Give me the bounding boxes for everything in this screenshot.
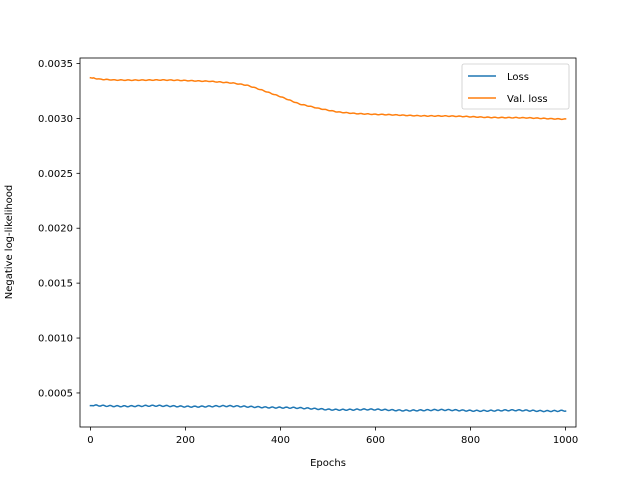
legend-label-loss: Loss xyxy=(507,72,529,83)
y-axis: 0.0005 0.0010 0.0015 0.0020 0.0025 0.0030 0.00… xyxy=(38,59,80,399)
plot-area xyxy=(79,57,577,428)
series-line-val-loss xyxy=(89,76,567,121)
y-tick-label: 0.0025 xyxy=(38,169,73,180)
x-tick-label: 0 xyxy=(87,435,93,446)
legend: Loss Val. loss xyxy=(461,63,570,110)
y-axis-label: Negative log-likelihood xyxy=(4,185,15,300)
x-axis: 0 200 400 600 800 1000 xyxy=(87,427,578,446)
y-tick-label: 0.0015 xyxy=(38,279,73,290)
series-line-loss xyxy=(89,404,567,413)
x-tick-label: 800 xyxy=(461,435,480,446)
x-axis-label: Epochs xyxy=(310,458,346,469)
y-tick-label: 0.0020 xyxy=(38,224,73,235)
series-layer xyxy=(89,76,567,413)
x-tick-label: 200 xyxy=(176,435,195,446)
legend-label-val-loss: Val. loss xyxy=(507,94,548,105)
y-tick-label: 0.0010 xyxy=(38,334,73,345)
y-tick-label: 0.0030 xyxy=(38,114,73,125)
y-tick-label: 0.0005 xyxy=(38,388,73,399)
x-tick-label: 400 xyxy=(271,435,290,446)
y-tick-label: 0.0035 xyxy=(38,59,73,70)
x-tick-label: 600 xyxy=(366,435,385,446)
x-tick-label: 1000 xyxy=(553,435,578,446)
plot-frame xyxy=(79,57,577,428)
